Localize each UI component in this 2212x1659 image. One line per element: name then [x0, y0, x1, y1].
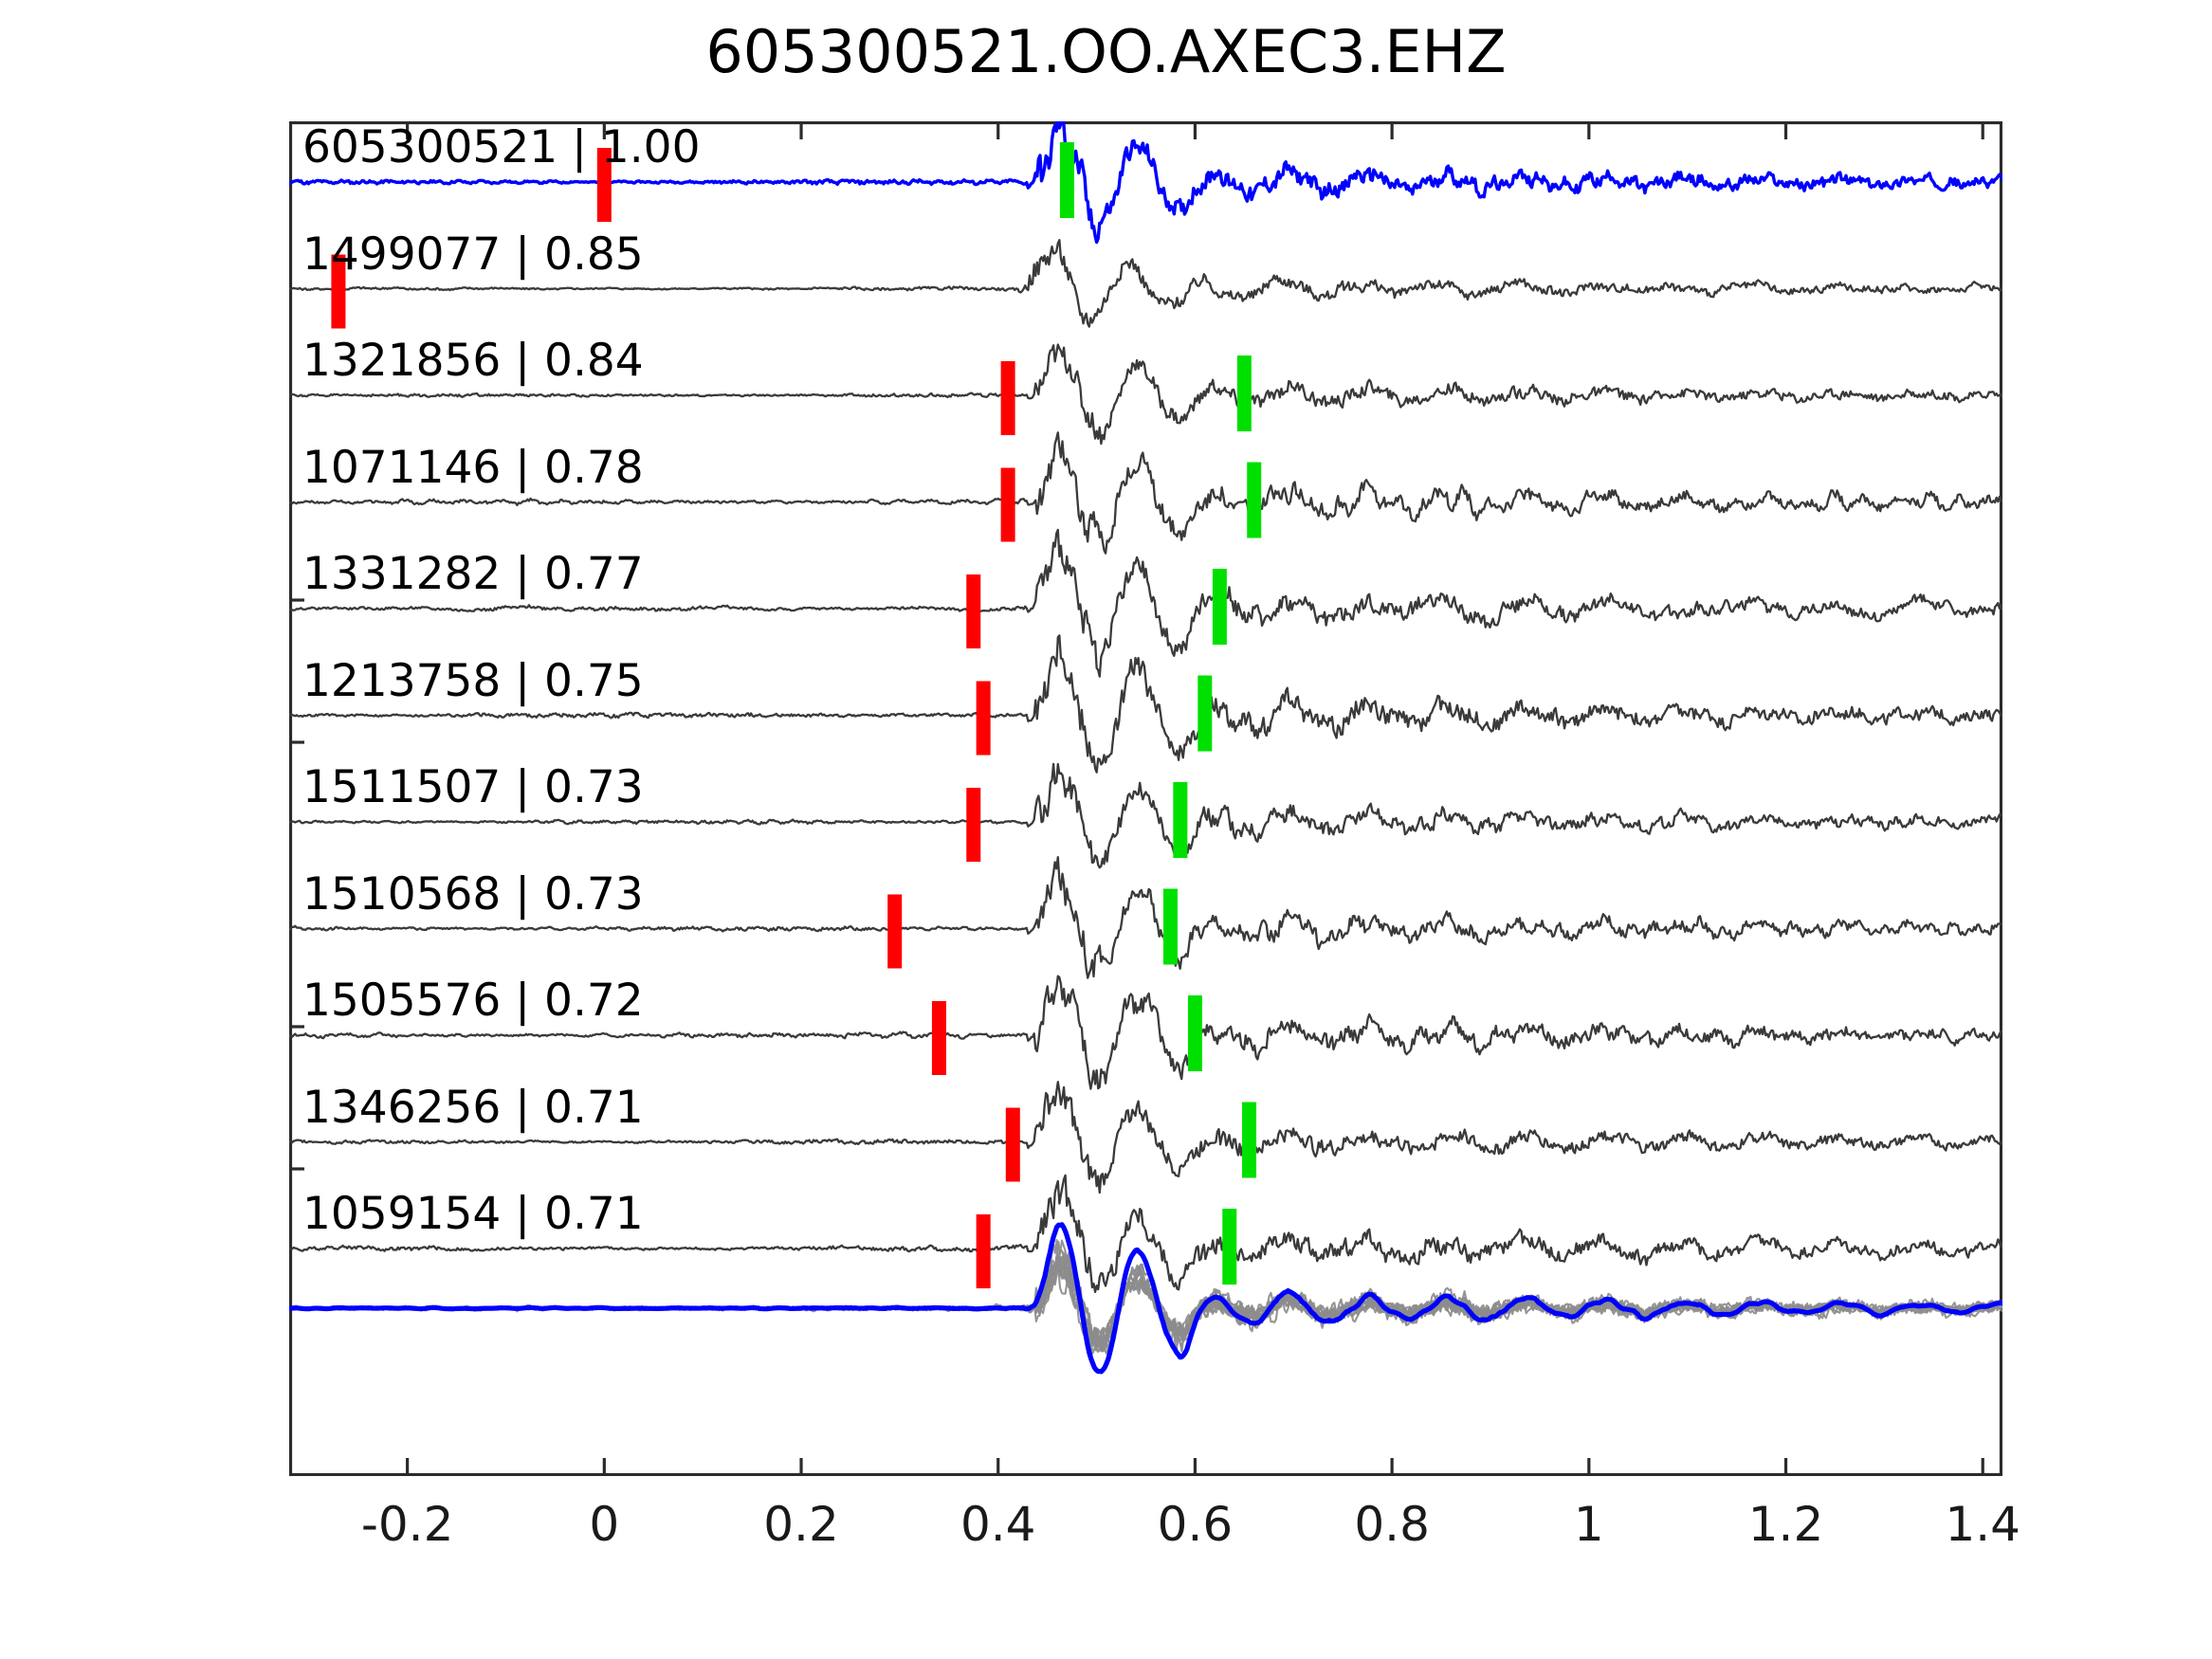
pick-marker-p — [976, 681, 991, 756]
pick-marker-p — [596, 148, 612, 222]
waveform-trace — [289, 856, 2002, 979]
pick-marker-p — [331, 254, 346, 329]
pick-marker-s — [1173, 782, 1188, 858]
pick-marker-p — [1005, 1107, 1020, 1182]
trace-label: 1511507 | 0.73 — [302, 761, 644, 813]
x-tick-label: 0.8 — [1354, 1497, 1430, 1552]
waveform-trace — [289, 343, 2002, 446]
trace-label: 1213758 | 0.75 — [302, 654, 644, 707]
stack-mean-trace — [289, 1222, 2002, 1375]
pick-marker-s — [1212, 569, 1227, 645]
pick-marker-s — [1059, 142, 1074, 218]
waveform-trace — [289, 1174, 2002, 1293]
pick-marker-s — [1197, 675, 1213, 752]
pick-marker-p — [1000, 361, 1015, 435]
x-tick-label: 0.4 — [960, 1497, 1036, 1552]
x-tick-label: 1.4 — [1945, 1497, 2020, 1552]
trace-label: 1331282 | 0.77 — [302, 548, 644, 600]
waveform-trace — [289, 1081, 2002, 1194]
trace-label: 605300521 | 1.00 — [302, 121, 701, 173]
pick-marker-s — [1236, 356, 1252, 431]
trace-label: 1321856 | 0.84 — [302, 335, 644, 387]
pick-marker-p — [931, 1001, 946, 1075]
waveform-plot-svg — [289, 121, 2002, 1476]
pick-marker-s — [1187, 995, 1202, 1071]
waveform-trace — [289, 239, 2002, 328]
plot-area — [289, 121, 2002, 1476]
waveform-trace — [289, 431, 2002, 555]
trace-label: 1071146 | 0.78 — [302, 441, 644, 494]
x-tick-label: 1.2 — [1747, 1497, 1824, 1552]
pick-marker-p — [1000, 467, 1015, 542]
x-tick-label: 0.6 — [1157, 1497, 1234, 1552]
pick-marker-p — [887, 894, 903, 969]
trace-label: 1059154 | 0.71 — [302, 1188, 644, 1240]
waveform-trace — [289, 762, 2002, 869]
x-tick-label: -0.2 — [360, 1497, 454, 1552]
pick-marker-p — [966, 788, 981, 862]
waveform-trace — [289, 121, 2002, 245]
pick-marker-p — [966, 574, 981, 648]
waveform-trace — [289, 528, 2002, 678]
page-title: 605300521.OO.AXEC3.EHZ — [705, 17, 1507, 86]
trace-label: 1499077 | 0.85 — [302, 228, 644, 281]
trace-label: 1505576 | 0.72 — [302, 975, 644, 1027]
trace-label: 1346256 | 0.71 — [302, 1081, 644, 1134]
waveform-trace — [289, 975, 2002, 1090]
trace-label: 1510568 | 0.73 — [302, 867, 644, 921]
waveform-trace — [289, 634, 2002, 774]
pick-marker-p — [976, 1214, 991, 1288]
x-tick-label: 0 — [589, 1497, 620, 1552]
x-tick-label: 0.2 — [763, 1497, 839, 1552]
pick-marker-s — [1247, 462, 1262, 538]
pick-marker-s — [1242, 1102, 1257, 1178]
pick-marker-s — [1222, 1209, 1237, 1285]
x-tick-label: 1 — [1573, 1497, 1604, 1552]
pick-marker-s — [1162, 888, 1178, 965]
